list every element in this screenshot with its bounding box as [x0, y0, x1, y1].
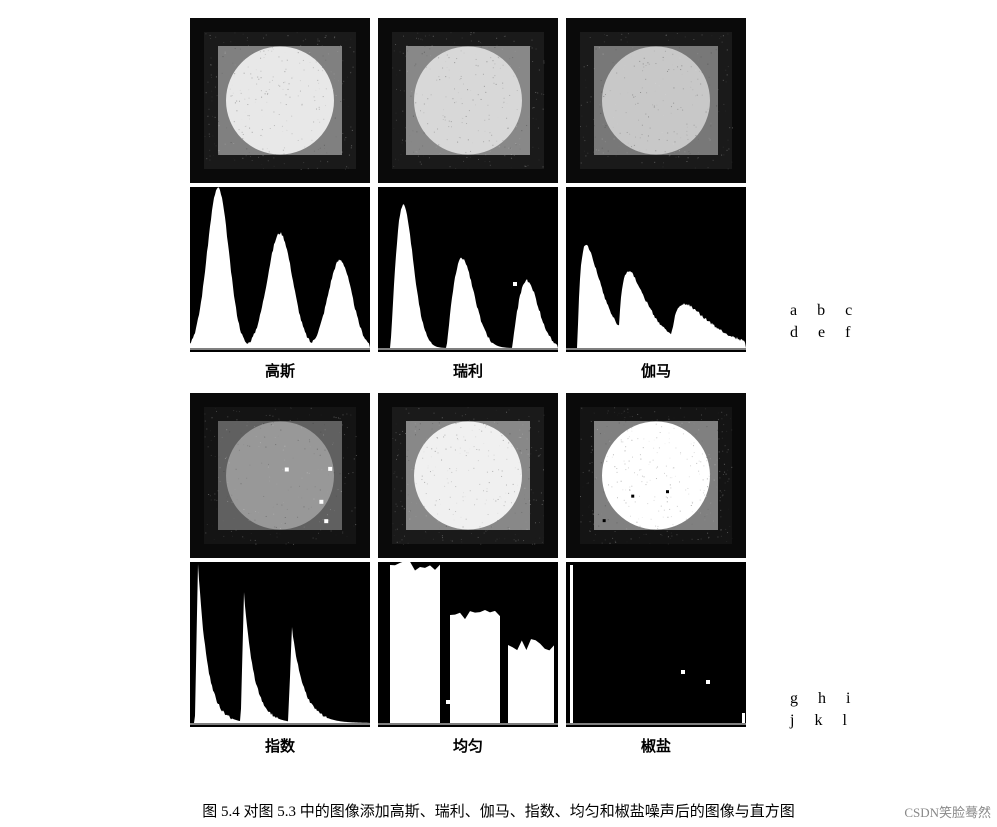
legend-line: d e f — [790, 322, 860, 344]
label-gamma: 伽马 — [566, 356, 746, 381]
watermark: CSDN笑脸蓦然 — [904, 802, 991, 821]
panel-image-gamma — [566, 18, 746, 183]
label-uniform: 均匀 — [378, 731, 558, 756]
panel-hist-exponential — [190, 562, 370, 727]
side-legend-top: a b c d e f — [790, 300, 860, 345]
figure-caption: 图 5.4 对图 5.3 中的图像添加高斯、瑞利、伽马、指数、均匀和椒盐噪声后的… — [0, 800, 997, 821]
panel-hist-gaussian — [190, 187, 370, 352]
hist-row-bottom — [190, 562, 770, 727]
panel-image-saltpepper — [566, 393, 746, 558]
legend-line: a b c — [790, 300, 860, 322]
label-gaussian: 高斯 — [190, 356, 370, 381]
image-row-top — [190, 18, 770, 183]
legend-line: g h i — [790, 688, 858, 710]
label-exponential: 指数 — [190, 731, 370, 756]
panel-hist-uniform — [378, 562, 558, 727]
panel-hist-rayleigh — [378, 187, 558, 352]
side-legend-bottom: g h i j k l — [790, 688, 858, 733]
panel-hist-gamma — [566, 187, 746, 352]
figure-grid: 高斯 瑞利 伽马 指数 均匀 椒盐 — [190, 18, 770, 768]
panel-image-gaussian — [190, 18, 370, 183]
label-row-bottom: 指数 均匀 椒盐 — [190, 731, 770, 756]
panel-image-uniform — [378, 393, 558, 558]
panel-hist-saltpepper — [566, 562, 746, 727]
label-rayleigh: 瑞利 — [378, 356, 558, 381]
panel-image-exponential — [190, 393, 370, 558]
label-row-top: 高斯 瑞利 伽马 — [190, 356, 770, 381]
hist-row-top — [190, 187, 770, 352]
panel-image-rayleigh — [378, 18, 558, 183]
label-saltpepper: 椒盐 — [566, 731, 746, 756]
image-row-bottom — [190, 393, 770, 558]
legend-line: j k l — [790, 710, 858, 732]
